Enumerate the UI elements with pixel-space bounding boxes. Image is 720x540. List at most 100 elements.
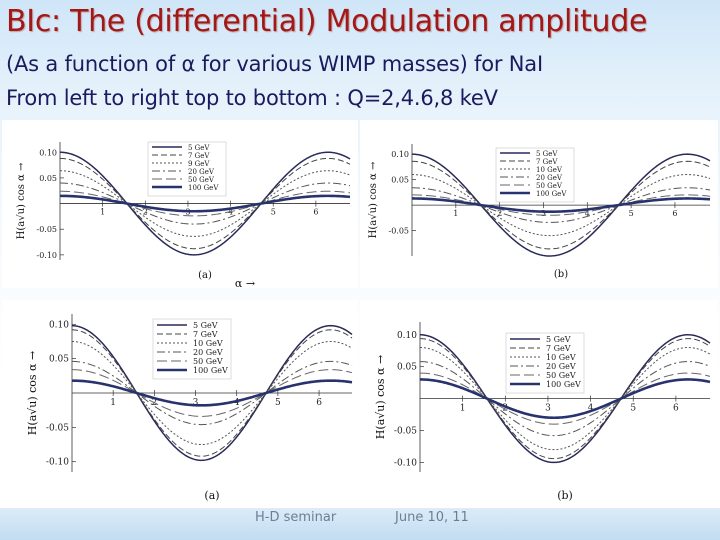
panel-label: (b) [554, 269, 568, 280]
footer-seminar: H-D seminar [255, 510, 337, 525]
x-tick-label: 5 [271, 208, 276, 217]
series-line [419, 361, 711, 437]
series-line [411, 174, 711, 237]
y-tick-label: 0.10 [391, 150, 409, 159]
series-line [412, 194, 711, 216]
legend-label: 10 GeV [536, 166, 563, 174]
x-tick-label: 2 [497, 209, 502, 218]
y-tick-label: 0.05 [397, 363, 417, 373]
chart-panel-bottom-right: 1 2 3 4 5 6 0.10 0.05 -0.05 -0.10 5 GeV 7 GeV 10 GeV… [360, 300, 718, 508]
chart-panel-top-right: 1 2 3 4 5 6 0.10 0.05 -0.05 5 GeV 7 GeV 10 GeV 20 Ge… [360, 120, 718, 288]
x-tick-label: 6 [672, 209, 677, 218]
series-line [71, 360, 353, 426]
x-tick-label: 2 [143, 208, 148, 217]
x-tick-label: 3 [541, 209, 546, 218]
footer-date: June 10, 11 [395, 510, 469, 525]
series-line [59, 157, 351, 250]
legend-label: 9 GeV [188, 160, 210, 168]
series-line [59, 182, 351, 225]
series-line [59, 170, 351, 237]
series-line [71, 379, 353, 407]
series-line [71, 369, 353, 417]
series-line [71, 324, 353, 462]
y-tick-label: 0.10 [397, 331, 417, 341]
y-tick-label: 0.05 [391, 176, 409, 185]
y-tick-label: -0.10 [394, 458, 417, 468]
y-axis-label: H(a√u) cos α → [368, 161, 379, 238]
slide-subtitle-1: (As a function of α for various WIMP mas… [6, 52, 543, 76]
x-tick-label: 6 [316, 398, 322, 408]
series-line [411, 187, 711, 223]
x-tick-label: 1 [453, 209, 458, 218]
footer-bar [0, 508, 720, 540]
legend-label: 20 GeV [193, 348, 223, 357]
series-line [59, 151, 351, 256]
legend-label: 7 GeV [193, 330, 218, 339]
y-tick-label: -0.05 [36, 225, 57, 234]
chart-panel-bottom-left: 1 2 3 4 5 6 0.10 0.05 -0.05 -0.10 5 GeV 7 GeV 10 GeV… [2, 300, 358, 508]
slide-subtitle-2: From left to right top to bottom : Q=2,4… [6, 86, 498, 110]
x-tick-label: 5 [275, 398, 281, 408]
x-tick-label: 5 [629, 209, 634, 218]
x-tick-label: 5 [630, 404, 636, 414]
x-tick-label: 1 [100, 208, 105, 217]
x-tick-label: 6 [673, 404, 679, 414]
x-axis-label: α → [235, 277, 255, 288]
y-tick-label: -0.05 [394, 427, 417, 437]
panel-label: (b) [557, 489, 573, 502]
x-tick-label: 4 [588, 404, 594, 414]
series-line [411, 197, 711, 214]
x-tick-label: 3 [193, 398, 199, 408]
legend-label: 20 GeV [546, 362, 576, 371]
legend-label: 7 GeV [188, 152, 210, 160]
legend-label: 5 GeV [546, 335, 571, 344]
x-tick-label: 3 [545, 404, 551, 414]
series-line [419, 334, 711, 464]
x-tick-label: 4 [234, 398, 240, 408]
x-tick-label: 2 [502, 404, 508, 414]
y-tick-label: -0.05 [388, 227, 409, 236]
series-line [419, 347, 711, 451]
y-tick-label: 0.10 [39, 148, 57, 157]
x-tick-label: 1 [110, 398, 116, 408]
series-line [411, 153, 711, 257]
y-tick-label: -0.10 [36, 251, 57, 260]
series-line [59, 190, 351, 217]
chart-panel-top-left: 1 2 3 4 5 6 0.10 0.05 -0.05 -0.10 5 GeV 7 GeV 9 GeV 2… [2, 120, 358, 288]
legend-label: 100 GeV [546, 380, 581, 389]
legend-label: 50 GeV [536, 182, 563, 190]
slide-title: BIc: The (differential) Modulation ampli… [6, 4, 648, 39]
y-tick-label: -0.05 [46, 423, 69, 433]
series-line [419, 378, 711, 420]
series-line [419, 372, 711, 425]
legend-label: 10 GeV [193, 339, 223, 348]
x-tick-label: 4 [585, 209, 590, 218]
series-line [419, 338, 711, 460]
series-line [71, 340, 353, 446]
legend-label: 100 GeV [188, 184, 219, 192]
series-line [60, 194, 351, 213]
legend-label: 7 GeV [546, 344, 571, 353]
y-tick-label: -0.10 [46, 458, 69, 468]
legend-label: 50 GeV [193, 357, 223, 366]
y-tick-label: 0.05 [49, 355, 69, 365]
series-line [71, 329, 353, 457]
legend-label: 7 GeV [536, 158, 558, 166]
legend-label: 5 GeV [193, 321, 218, 330]
legend-label: 50 GeV [546, 371, 576, 380]
legend-label: 5 GeV [188, 144, 210, 152]
series-line [411, 160, 711, 250]
y-axis-label: H(a√u) cos α → [26, 351, 39, 435]
y-tick-label: 0.10 [49, 320, 69, 330]
legend-label: 20 GeV [188, 168, 215, 176]
legend-label: 100 GeV [193, 366, 228, 375]
legend-label: 5 GeV [536, 150, 558, 158]
y-axis-label: H(a√u) cos α → [16, 162, 27, 239]
